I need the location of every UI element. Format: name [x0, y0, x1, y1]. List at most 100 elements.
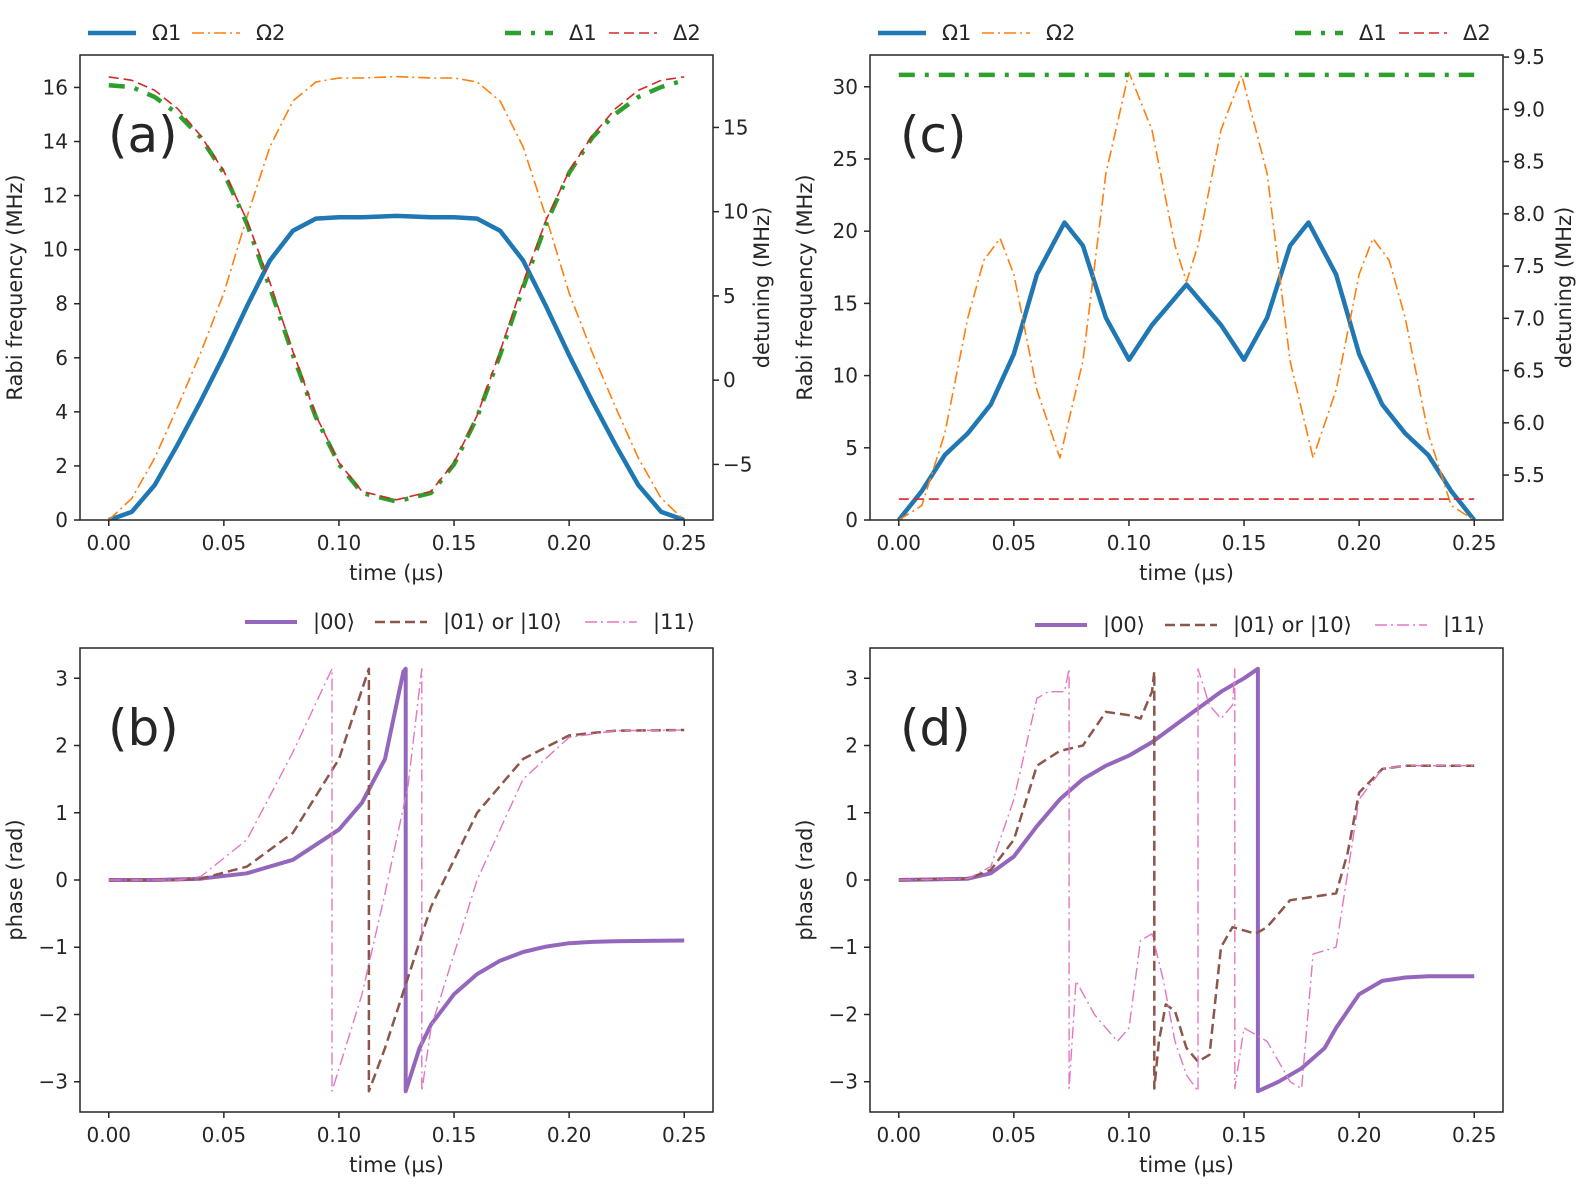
series-group	[898, 666, 1475, 1094]
x-tick-label: 0.20	[1337, 1123, 1382, 1147]
y-tick-label: 2	[845, 734, 858, 758]
x-tick-label: 0.00	[87, 531, 132, 555]
y-tick-label: 25	[833, 147, 858, 171]
x-tick-label: 0.10	[1107, 1123, 1152, 1147]
y-tick-label: 6	[55, 346, 68, 370]
legend-item-label: Ω2	[1046, 21, 1075, 45]
series-line-1	[898, 666, 1475, 1094]
y-tick-label: 10	[833, 364, 858, 388]
x-tick-label: 0.15	[1222, 1123, 1267, 1147]
x-axis-label: time (μs)	[349, 1153, 444, 1177]
series-line-3	[898, 668, 1475, 1092]
axes-frame	[79, 54, 714, 521]
x-tick-label: 0.05	[202, 531, 247, 555]
x-axis-label: time (μs)	[349, 561, 444, 585]
x-tick-label: 0.10	[1107, 531, 1152, 555]
y-axis-label: Rabi frequency (MHz)	[793, 174, 817, 400]
series-group	[108, 666, 685, 1094]
x-tick-label: 0.05	[992, 531, 1037, 555]
y2-tick-label: 6.0	[1513, 411, 1545, 435]
x-tick-label: 0.00	[877, 531, 922, 555]
y-tick-label: 5	[845, 436, 858, 460]
x-tick-label: 0.05	[202, 1123, 247, 1147]
y-tick-label: −3	[829, 1070, 858, 1094]
y2-tick-label: 0	[723, 368, 736, 392]
y-axis-label: phase (rad)	[3, 819, 27, 940]
y2-tick-label: 10	[723, 200, 748, 224]
y-tick-label: 0	[845, 508, 858, 532]
y-tick-label: 10	[43, 238, 68, 262]
y2-tick-label: 5.5	[1513, 463, 1545, 487]
y-tick-label: 0	[845, 868, 858, 892]
legend-left: Ω1 Ω2	[88, 21, 285, 45]
x-tick-label: 0.05	[992, 1123, 1037, 1147]
y-tick-label: −1	[829, 935, 858, 959]
y-tick-label: −2	[829, 1002, 858, 1026]
y-tick-label: 1	[55, 801, 68, 825]
y2-tick-label: 5	[723, 284, 736, 308]
panel-a: 0.00 0.05 0.10 0.15 0.20 0.25 0 2 4 6 8 10 12 14 16 −5 0…	[3, 21, 774, 585]
y-tick-label: 3	[845, 666, 858, 690]
legend-item-label: |11⟩	[1443, 613, 1485, 638]
panel-d: 0.00 0.05 0.10 0.15 0.20 0.25 −3 −2 −1 0 1 2 3 time (…	[793, 613, 1504, 1177]
legend-item-label: Δ2	[1463, 21, 1491, 45]
legend-item-label: Δ1	[569, 21, 597, 45]
series-line-2	[108, 667, 685, 1093]
y-tick-label: 0	[55, 508, 68, 532]
legend-left: Ω1 Ω2	[878, 21, 1075, 45]
y2-axis-label: detuning (MHz)	[1552, 207, 1576, 369]
y-axis-label: Rabi frequency (MHz)	[3, 174, 27, 400]
series-line-2	[898, 670, 1475, 1090]
y2-tick-label: 8.0	[1513, 202, 1545, 226]
series-line-3	[108, 668, 685, 1092]
panel-label: (c)	[900, 106, 967, 164]
y-axis-label: phase (rad)	[793, 819, 817, 940]
series-line-4	[108, 76, 685, 501]
panel-c: 0.00 0.05 0.10 0.15 0.20 0.25 0 5 10 15 20 25 30 5.5 6…	[793, 21, 1576, 585]
y2-tick-label: 8.5	[1513, 150, 1545, 174]
legend-item-label: Ω1	[152, 21, 181, 45]
y-tick-label: 4	[55, 400, 68, 424]
x-axis-label: time (μs)	[1139, 1153, 1234, 1177]
y-tick-label: 15	[833, 291, 858, 315]
x-tick-label: 0.25	[662, 1123, 707, 1147]
series-line-2	[898, 71, 1475, 520]
y2-tick-label: 7.0	[1513, 306, 1545, 330]
legend-item-label: Ω1	[942, 21, 971, 45]
x-tick-label: 0.25	[1452, 1123, 1497, 1147]
series-line-2	[108, 75, 685, 520]
y-tick-label: 3	[55, 666, 68, 690]
series-line-1	[108, 213, 685, 520]
x-tick-label: 0.20	[1337, 531, 1382, 555]
y-tick-label: 30	[833, 75, 858, 99]
y-tick-label: 1	[845, 801, 858, 825]
x-tick-label: 0.25	[662, 531, 707, 555]
y2-axis-label: detuning (MHz)	[750, 207, 774, 369]
axes-frame	[869, 54, 1504, 521]
panel-label: (a)	[108, 106, 178, 164]
x-tick-label: 0.10	[317, 1123, 362, 1147]
legend-item-label: |01⟩ or |10⟩	[1233, 613, 1352, 638]
legend: |00⟩ |01⟩ or |10⟩ |11⟩	[245, 610, 695, 635]
y-tick-label: 0	[55, 868, 68, 892]
legend-item-label: |00⟩	[1103, 613, 1145, 638]
y2-tick-label: 9.0	[1513, 97, 1545, 121]
x-tick-label: 0.15	[432, 531, 477, 555]
legend-right: Δ1 Δ2	[1295, 21, 1491, 45]
series-group	[897, 71, 1476, 520]
y-tick-label: 8	[55, 292, 68, 316]
series-line-1	[897, 220, 1476, 520]
y-tick-label: 2	[55, 454, 68, 478]
y2-tick-label: 6.5	[1513, 359, 1545, 383]
x-tick-label: 0.00	[87, 1123, 132, 1147]
x-tick-label: 0.20	[547, 531, 592, 555]
y-tick-label: 2	[55, 734, 68, 758]
legend: |00⟩ |01⟩ or |10⟩ |11⟩	[1035, 613, 1485, 638]
legend-item-label: Δ2	[673, 21, 701, 45]
y2-tick-label: 7.5	[1513, 254, 1545, 278]
y-tick-label: −3	[39, 1070, 68, 1094]
series-group	[108, 75, 685, 520]
x-tick-label: 0.20	[547, 1123, 592, 1147]
legend-item-label: Δ1	[1359, 21, 1387, 45]
